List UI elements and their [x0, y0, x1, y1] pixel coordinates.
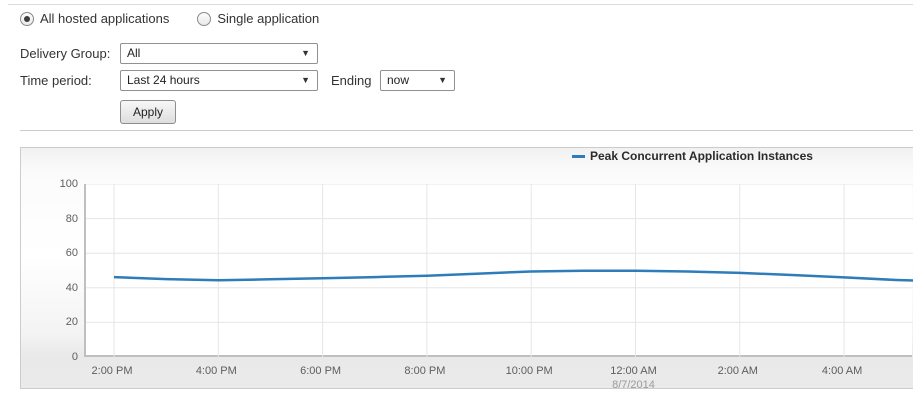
y-tick-label: 20 — [65, 316, 78, 329]
x-tick-label: 4:00 AM — [821, 365, 863, 377]
radio-all-hosted-applications[interactable]: All hosted applications — [20, 11, 169, 26]
plot-area — [84, 184, 913, 357]
y-tick-label: 40 — [65, 281, 78, 294]
legend-line-icon — [572, 154, 585, 158]
line-chart — [86, 184, 913, 357]
delivery-group-value: All — [127, 46, 141, 60]
y-tick-label: 80 — [65, 212, 78, 225]
x-tick-label: 8:00 PM — [404, 365, 446, 377]
delivery-group-select[interactable]: All ▼ — [120, 43, 318, 64]
x-tick-label: 2:00 AM — [717, 365, 758, 377]
radio-unselected-icon[interactable] — [197, 11, 212, 26]
x-tick-label: 6:00 PM — [300, 365, 342, 377]
x-tick-label: 10:00 PM — [505, 365, 553, 377]
delivery-group-label: Delivery Group: — [20, 46, 111, 61]
section-divider — [20, 130, 913, 131]
y-tick-label: 60 — [65, 247, 78, 260]
ending-select[interactable]: now ▼ — [380, 70, 455, 91]
y-tick-label: 0 — [71, 351, 78, 363]
time-period-select[interactable]: Last 24 hours ▼ — [120, 70, 318, 91]
application-scope-radio-group: All hosted applications Single applicati… — [20, 11, 319, 26]
radio-selected-icon[interactable] — [20, 11, 34, 26]
chevron-down-icon: ▼ — [301, 75, 310, 85]
x-tick-label: 2:00 PM — [91, 365, 133, 377]
y-tick-label: 100 — [59, 178, 78, 190]
radio-single-application[interactable]: Single application — [197, 11, 319, 26]
apply-button[interactable]: Apply — [120, 100, 176, 124]
radio-single-application-label: Single application — [217, 11, 320, 26]
chevron-down-icon: ▼ — [438, 75, 447, 85]
time-period-value: Last 24 hours — [127, 73, 200, 87]
chart-panel: Peak Concurrent Application Instances 0 2… — [20, 147, 913, 391]
top-divider — [8, 4, 913, 5]
series-line — [113, 269, 913, 282]
x-tick-label: 4:00 PM — [195, 365, 237, 377]
ending-label: Ending — [331, 73, 372, 88]
legend-label: Peak Concurrent Application Instances — [590, 149, 813, 163]
radio-all-hosted-applications-label: All hosted applications — [40, 11, 170, 26]
x-axis-date-label: 8/7/2014 — [612, 379, 655, 391]
time-period-label: Time period: — [20, 73, 92, 88]
x-tick-label: 12:00 AM — [610, 365, 657, 377]
ending-value: now — [387, 73, 410, 87]
chart-legend: Peak Concurrent Application Instances — [572, 149, 813, 163]
chevron-down-icon: ▼ — [301, 48, 310, 58]
